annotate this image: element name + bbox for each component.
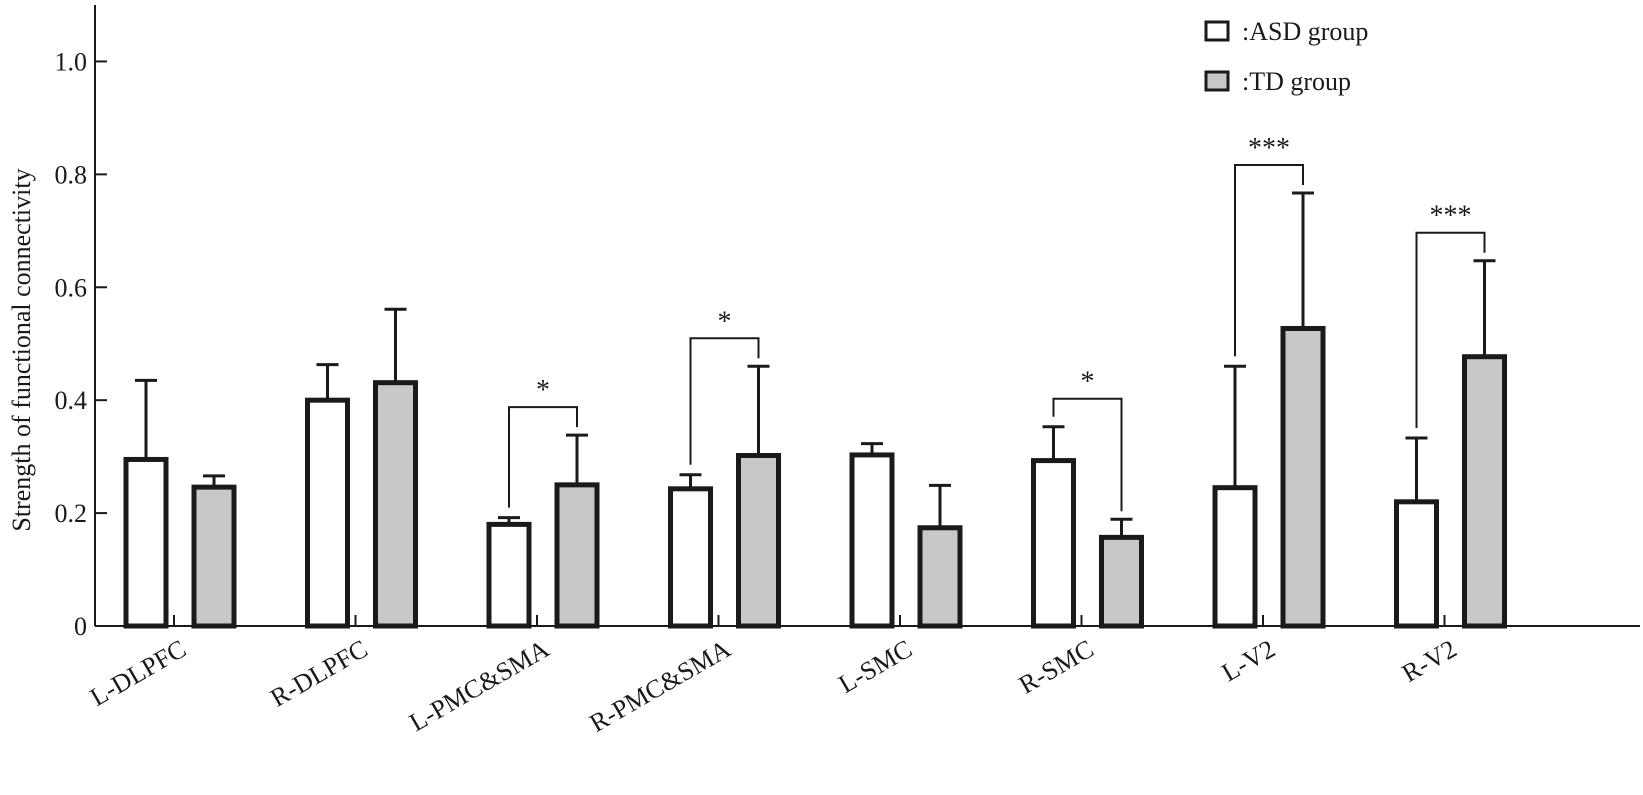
significance-label: *** — [1430, 201, 1472, 232]
bar-td — [373, 380, 418, 629]
bar-asd — [849, 452, 895, 629]
bar-td — [1462, 354, 1507, 629]
bar-asd — [123, 456, 169, 629]
significance-label: * — [1081, 367, 1095, 398]
bar-asd — [1212, 485, 1258, 629]
bar-asd — [305, 397, 350, 629]
legend: :ASD group :TD group — [1204, 17, 1368, 96]
y-tick-label: 1.0 — [55, 47, 88, 76]
y-tick-label: 0.8 — [55, 160, 88, 189]
x-tick-label: R-DLPFC — [265, 634, 372, 713]
bar-asd — [486, 521, 532, 629]
y-tick-label: 0.2 — [55, 499, 88, 528]
y-tick-label: 0 — [74, 612, 87, 641]
legend-label-asd: :ASD group — [1242, 17, 1368, 46]
significance-bracket — [1415, 231, 1486, 429]
bar-asd — [1394, 499, 1439, 629]
bar-asd — [1031, 458, 1076, 629]
significance-label: * — [536, 375, 550, 406]
x-tick-label: L-DLPFC — [85, 634, 191, 712]
bar-td — [1099, 534, 1144, 629]
x-tick-label: L-PMC&SMA — [404, 634, 554, 737]
x-tick-label: L-V2 — [1217, 634, 1280, 687]
significance-brackets: ********* — [508, 133, 1486, 512]
bar-td — [1280, 325, 1326, 629]
significance-bracket — [1052, 397, 1123, 512]
significance-bracket — [1234, 163, 1304, 357]
significance-label: * — [718, 306, 732, 337]
bar-td — [736, 453, 781, 629]
x-tick-label: R-PMC&SMA — [585, 634, 736, 738]
bar-td — [917, 525, 963, 629]
bars — [123, 325, 1507, 629]
legend-swatch-td — [1204, 70, 1230, 92]
x-tick-label: R-V2 — [1397, 634, 1462, 688]
y-tick-label: 0.4 — [55, 386, 88, 415]
significance-bracket — [508, 406, 578, 508]
x-tick-label: R-SMC — [1014, 634, 1099, 700]
legend-swatch-asd — [1204, 20, 1230, 42]
legend-label-td: :TD group — [1242, 67, 1351, 96]
bar-td — [191, 484, 237, 629]
bar-td — [554, 482, 600, 629]
significance-label: *** — [1248, 133, 1290, 164]
y-axis-label: Strength of functional connectivity — [7, 168, 36, 531]
significance-bracket — [689, 337, 760, 465]
x-tick-label: L-SMC — [834, 634, 917, 699]
error-bars — [135, 191, 1496, 538]
bar-asd — [668, 486, 713, 629]
y-tick-label: 0.6 — [55, 273, 88, 302]
